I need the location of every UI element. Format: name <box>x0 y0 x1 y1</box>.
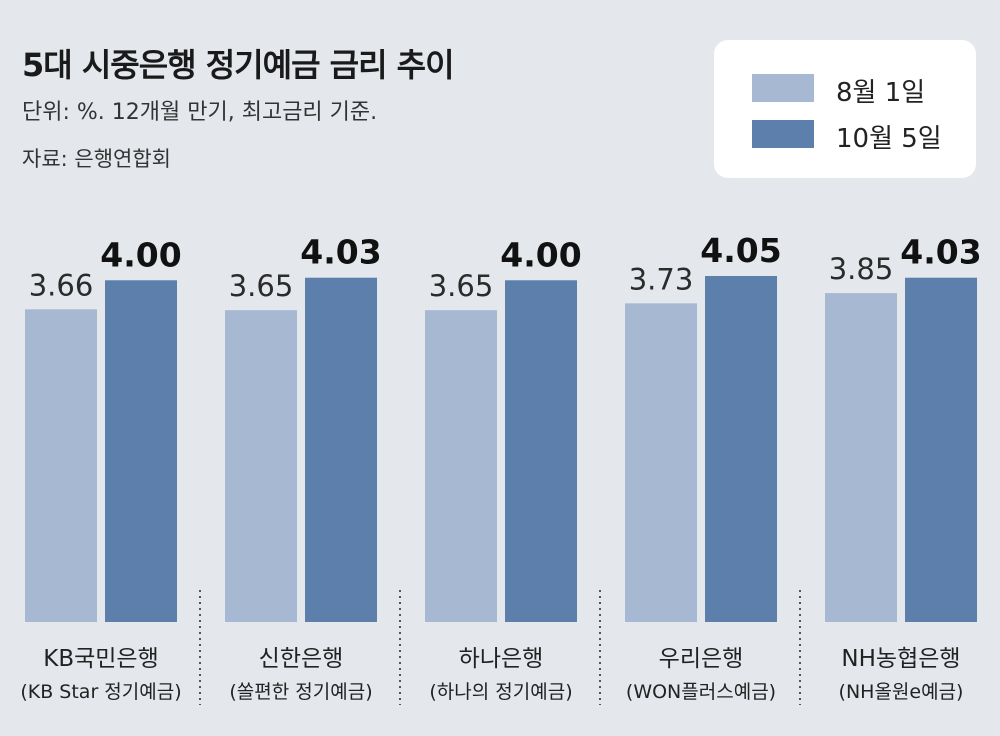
bar-aug1-1 <box>25 309 97 622</box>
bar-aug1-2 <box>225 310 297 622</box>
value-label-oct5-1: 4.00 <box>100 235 181 274</box>
value-label-oct5-4: 4.05 <box>700 231 781 270</box>
value-label-oct5-5: 4.03 <box>900 233 981 272</box>
bar-oct5-4 <box>705 276 777 622</box>
value-label-aug1-1: 3.66 <box>29 268 94 302</box>
unit-note: 단위: %. 12개월 만기, 최고금리 기준. <box>22 100 378 125</box>
chart-title: 5대 시중은행 정기예금 금리 추이 <box>22 46 455 84</box>
value-label-aug1-2: 3.65 <box>229 269 294 303</box>
category-sublabel-1: (KB Star 정기예금) <box>20 681 181 703</box>
category-label-3: 하나은행 <box>459 646 544 672</box>
category-label-1: KB국민은행 <box>43 646 159 672</box>
category-label-4: 우리은행 <box>659 646 744 672</box>
category-sublabel-5: (NH올원e예금) <box>839 681 964 703</box>
value-label-aug1-4: 3.73 <box>629 262 694 296</box>
bar-aug1-5 <box>825 293 897 622</box>
legend-label-series-1: 8월 1일 <box>836 78 926 108</box>
legend-swatch-series-2 <box>752 120 814 148</box>
legend-label-series-2: 10월 5일 <box>836 124 942 154</box>
source-note: 자료: 은행연합회 <box>22 147 171 171</box>
value-label-aug1-3: 3.65 <box>429 269 494 303</box>
category-label-5: NH농협은행 <box>841 646 960 672</box>
legend-swatch-series-1 <box>752 74 814 102</box>
category-label-2: 신한은행 <box>259 646 344 672</box>
category-sublabel-2: (쏠편한 정기예금) <box>229 681 372 703</box>
bar-oct5-3 <box>505 280 577 622</box>
category-sublabel-3: (하나의 정기예금) <box>429 681 572 703</box>
legend: 8월 1일 10월 5일 <box>714 40 976 178</box>
bar-oct5-5 <box>905 277 977 622</box>
bar-oct5-1 <box>105 280 177 622</box>
bar-aug1-4 <box>625 303 697 622</box>
category-sublabel-4: (WON플러스예금) <box>626 681 776 703</box>
value-label-oct5-3: 4.00 <box>500 235 581 274</box>
bar-oct5-2 <box>305 277 377 622</box>
bar-aug1-3 <box>425 310 497 622</box>
value-label-oct5-2: 4.03 <box>300 233 381 272</box>
value-label-aug1-5: 3.85 <box>829 252 894 286</box>
